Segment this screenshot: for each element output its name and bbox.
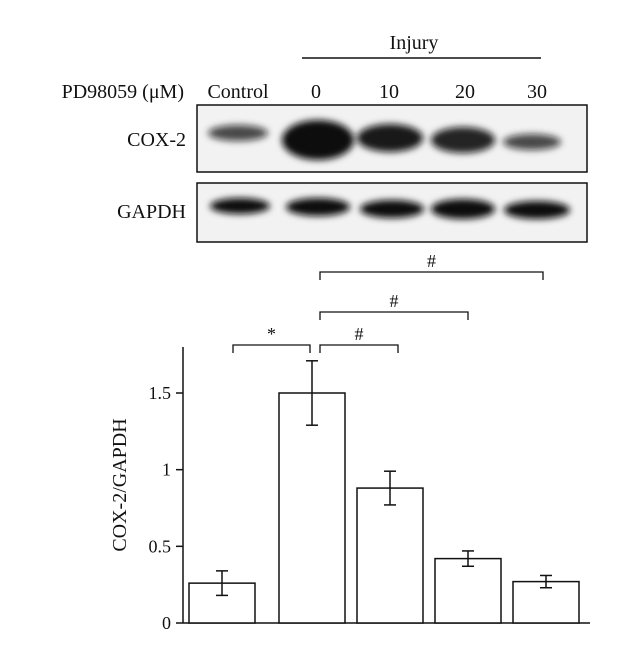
y-tick-label: 0 [162,613,171,633]
bar [278,392,346,624]
lane-label: 10 [379,81,399,103]
y-tick-label: 1.5 [149,383,172,403]
significance-bracket [232,344,311,353]
y-axis-label: COX-2/GAPDH [109,418,131,551]
y-tick-label: 0.5 [149,536,172,556]
significance-label: # [427,251,436,271]
cox2-blot [196,104,588,173]
error-bar [540,574,552,589]
significance-bracket [319,311,469,320]
row-label: GAPDH [117,201,186,223]
lane-label: 20 [455,81,475,103]
bar [434,557,502,624]
lane-label: Control [207,81,269,103]
significance-bracket [319,271,544,280]
significance-label: # [390,291,399,311]
error-bar [462,550,474,568]
group-label: Injury [390,32,439,54]
significance-bracket [319,344,399,353]
bar [512,580,580,624]
significance-label: * [267,324,276,344]
row-label: COX-2 [127,129,186,151]
error-bar [216,570,228,597]
plot: 0 0.5 1 1.5 * # # # [149,251,590,633]
gapdh-blot [196,182,588,243]
lane-label: 0 [311,81,321,103]
error-bar [384,470,396,506]
treatment-label: PD98059 (μM) [62,81,184,103]
significance-label: # [355,324,364,344]
y-tick-label: 1 [162,460,171,480]
lane-label: 30 [527,81,547,103]
bar [356,487,424,624]
error-bar [306,360,318,426]
